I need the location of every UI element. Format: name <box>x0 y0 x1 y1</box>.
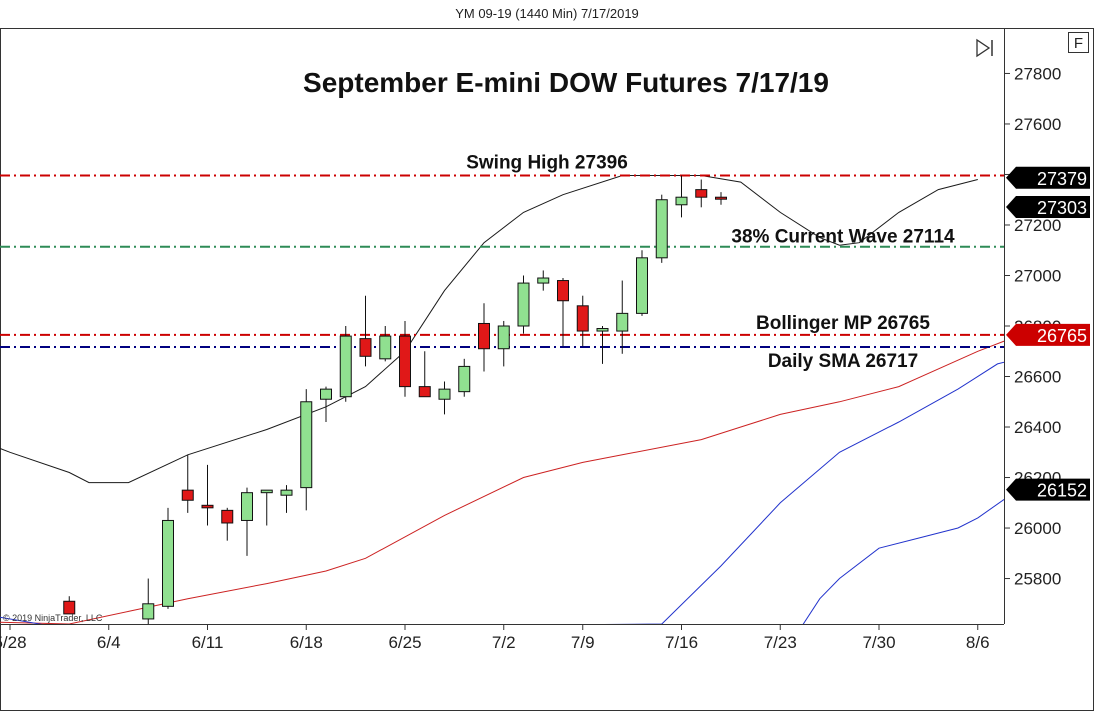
candle-bull <box>320 388 332 400</box>
candle-bull <box>339 335 352 398</box>
copyright-text: © 2019 NinjaTrader, LLC <box>3 613 103 623</box>
y-tick-label: 26600 <box>1014 368 1061 387</box>
price-marker-label: 27379 <box>1037 169 1087 189</box>
candle-bull <box>675 196 688 206</box>
scroll-to-end-icon[interactable] <box>976 38 993 58</box>
candle-bull <box>497 325 510 350</box>
sma-line <box>0 361 1004 624</box>
label-daily-sma: Daily SMA 26717 <box>768 351 918 372</box>
y-tick-label: 25800 <box>1014 570 1061 589</box>
x-tick-label: 7/16 <box>665 633 698 652</box>
candle-bull <box>379 335 392 360</box>
y-tick-label: 26400 <box>1014 418 1061 437</box>
x-tick-label: 6/11 <box>192 633 224 652</box>
candle-bull <box>596 328 609 332</box>
candle-bull <box>655 199 668 259</box>
chart-title: September E-mini DOW Futures 7/17/19 <box>303 67 829 98</box>
price-marker-label: 27303 <box>1037 198 1087 218</box>
price-marker <box>1006 323 1090 346</box>
chart-header: YM 09-19 (1440 Min) 7/17/2019 <box>0 0 1094 28</box>
candle-bull <box>162 519 174 607</box>
price-marker <box>1006 478 1090 501</box>
candle-bull <box>458 365 471 393</box>
price-marker <box>1006 195 1090 218</box>
label-fib-38: 38% Current Wave 27114 <box>731 227 955 248</box>
y-tick-label: 26000 <box>1014 519 1061 538</box>
x-tick-label: 7/9 <box>571 633 595 652</box>
format-button[interactable]: F <box>1068 32 1089 53</box>
candle-bear <box>418 386 431 398</box>
label-swing-high: Swing High 27396 <box>466 152 628 173</box>
price-marker <box>1006 166 1090 189</box>
candle-bull <box>616 312 629 332</box>
candle-bull <box>142 603 155 620</box>
candle-bear <box>715 196 727 200</box>
y-tick-label: 27600 <box>1014 115 1061 134</box>
candle-bear <box>201 504 214 509</box>
candle-bear <box>557 280 569 302</box>
candle-bear <box>359 338 372 357</box>
x-tick-label: 7/2 <box>492 633 516 652</box>
candle-bear <box>576 305 589 332</box>
candle-bull <box>537 277 550 284</box>
candle-bull <box>241 492 253 521</box>
y-tick-label: 27000 <box>1014 266 1061 285</box>
candle-bull <box>636 257 648 314</box>
candle-bear <box>181 489 194 501</box>
x-tick-label: 6/4 <box>97 633 121 652</box>
candle-bear <box>399 335 411 388</box>
x-tick-label: 6/18 <box>290 633 323 652</box>
price-markers: 27379 27303 26765 26152 <box>1006 166 1090 501</box>
x-tick-label: 5/28 <box>0 633 27 652</box>
label-bollinger-mp: Bollinger MP 26765 <box>756 313 930 334</box>
y-tick-label: 27200 <box>1014 216 1061 235</box>
candle-bear <box>221 509 234 524</box>
candle-bull <box>260 489 273 494</box>
bollinger-mid-line <box>0 340 1004 624</box>
candle-bear <box>695 189 708 198</box>
candle-bull <box>517 282 530 327</box>
y-tick-label: 27800 <box>1014 64 1061 83</box>
candle-bull <box>438 388 451 400</box>
candle-bear <box>478 322 490 350</box>
candle-bear <box>63 600 76 615</box>
indicator-layer <box>0 175 1004 624</box>
bollinger-upper-line <box>0 175 978 484</box>
price-marker-label: 26152 <box>1037 481 1087 501</box>
x-tick-label: 8/6 <box>966 633 990 652</box>
x-tick-label: 6/25 <box>388 633 421 652</box>
annotation-labels: Swing High 27396 38% Current Wave 27114 Bo… <box>466 152 955 372</box>
x-tick-label: 7/23 <box>764 633 797 652</box>
candles-layer[interactable] <box>63 175 727 626</box>
x-axis: 5/28 6/4 6/11 6/18 6/25 7/2 7/9 7/16 7/23 7/30 8/6 <box>0 624 990 652</box>
price-marker-label: 26765 <box>1037 326 1087 346</box>
label-backdrop <box>760 349 930 372</box>
x-tick-label: 7/30 <box>862 633 895 652</box>
lower-band-line <box>802 498 1004 624</box>
candle-bull <box>300 401 313 489</box>
instrument-label: YM 09-19 (1440 Min) 7/17/2019 <box>455 6 639 21</box>
candle-bull <box>280 489 293 496</box>
